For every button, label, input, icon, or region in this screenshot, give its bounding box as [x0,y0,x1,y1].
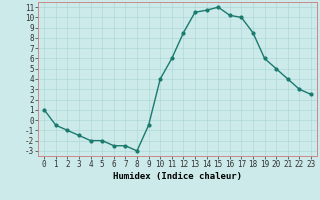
X-axis label: Humidex (Indice chaleur): Humidex (Indice chaleur) [113,172,242,181]
